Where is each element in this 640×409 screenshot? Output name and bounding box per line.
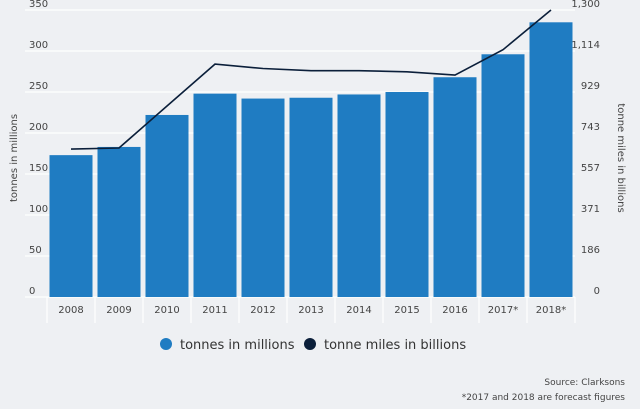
right-tick-label: 371: [581, 204, 600, 215]
left-tick-label: 300: [29, 40, 48, 51]
x-tick-label: 2018*: [536, 305, 566, 316]
source-note: Source: Clarksons: [544, 378, 625, 388]
x-tick-label: 2014: [346, 305, 371, 316]
right-tick-label: 1,114: [571, 40, 600, 51]
legend: tonnes in millions tonne miles in billio…: [160, 338, 466, 353]
x-tick-label: 2017*: [488, 305, 518, 316]
bar-series: [49, 22, 573, 298]
bar: [337, 94, 381, 298]
left-axis-title: tonnes in millions: [9, 114, 20, 202]
x-axis-ticks: 2008 2009 2010 2011 2012 2013 2014 2015 2016 2017…: [58, 305, 566, 316]
left-axis-ticks: 0 50 100 150 200 250 300 350: [29, 0, 48, 297]
x-tick-label: 2015: [394, 305, 419, 316]
right-tick-label: 186: [581, 245, 600, 256]
bar: [289, 97, 333, 298]
left-tick-label: 250: [29, 81, 48, 92]
bar: [433, 77, 477, 298]
bar: [241, 98, 285, 297]
right-tick-label: 0: [594, 286, 600, 297]
right-tick-label: 557: [581, 163, 600, 174]
left-tick-label: 100: [29, 204, 48, 215]
right-axis-title: tonne miles in billions: [615, 103, 626, 212]
x-tick-label: 2012: [250, 305, 275, 316]
x-tick-label: 2010: [154, 305, 179, 316]
bar: [145, 114, 189, 298]
left-tick-label: 350: [29, 0, 48, 10]
bar: [385, 92, 429, 297]
bar: [529, 22, 573, 298]
legend-marker-tonnes: [160, 338, 172, 350]
left-tick-label: 150: [29, 163, 48, 174]
right-tick-label: 743: [581, 122, 600, 133]
x-tick-label: 2013: [298, 305, 323, 316]
legend-label-tonnes: tonnes in millions: [180, 338, 295, 353]
legend-marker-tonne-miles: [304, 338, 316, 350]
left-tick-label: 0: [29, 286, 35, 297]
x-tick-label: 2011: [202, 305, 227, 316]
left-tick-label: 50: [29, 245, 42, 256]
tonne-miles-line: [70, 9, 552, 150]
right-axis-ticks: 0 186 371 557 743 929 1,114 1,300: [571, 0, 600, 297]
forecast-note: *2017 and 2018 are forecast figures: [462, 393, 626, 403]
bar: [97, 146, 141, 297]
line-series: [70, 9, 552, 150]
legend-label-tonne-miles: tonne miles in billions: [324, 338, 466, 353]
x-tick-label: 2009: [106, 305, 131, 316]
right-tick-label: 929: [581, 81, 600, 92]
bar: [49, 155, 93, 297]
left-tick-label: 200: [29, 122, 48, 133]
x-tick-label: 2008: [58, 305, 83, 316]
bar: [193, 93, 237, 297]
right-tick-label: 1,300: [571, 0, 600, 10]
x-tick-label: 2016: [442, 305, 467, 316]
bar: [481, 54, 525, 297]
